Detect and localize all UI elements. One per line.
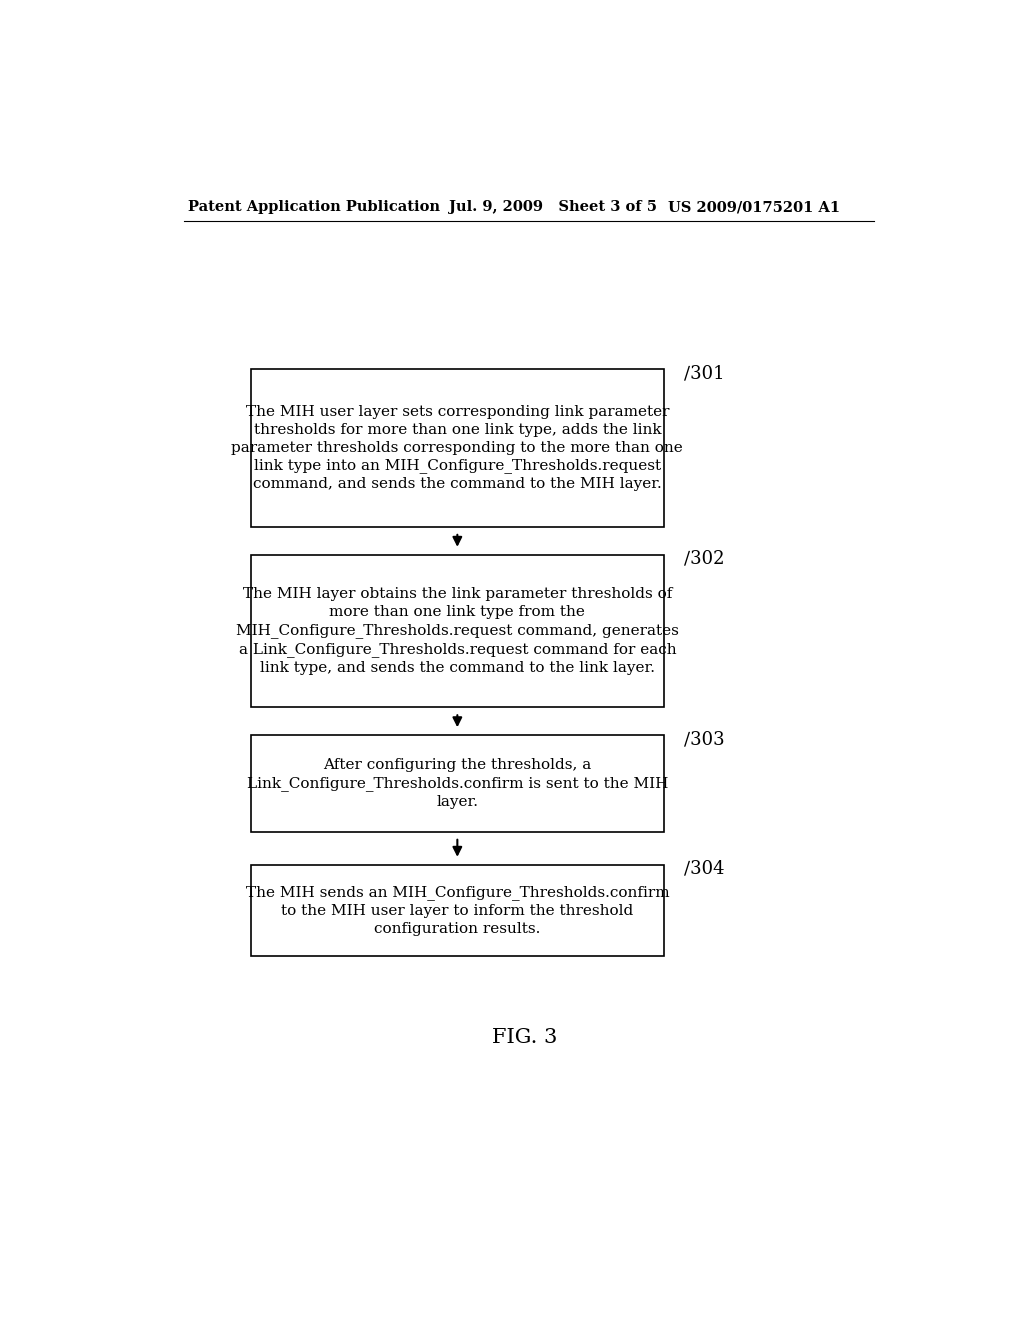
Text: ∕304: ∕304: [684, 859, 724, 878]
Bar: [251, 370, 664, 527]
Bar: [251, 735, 664, 832]
Text: The MIH layer obtains the link parameter thresholds of
more than one link type f: The MIH layer obtains the link parameter…: [236, 587, 679, 675]
Text: The MIH user layer sets corresponding link parameter
thresholds for more than on: The MIH user layer sets corresponding li…: [231, 405, 683, 491]
Bar: [251, 865, 664, 956]
Bar: [251, 554, 664, 708]
Text: Patent Application Publication: Patent Application Publication: [187, 201, 439, 214]
Text: ∕303: ∕303: [684, 730, 724, 748]
Text: US 2009/0175201 A1: US 2009/0175201 A1: [668, 201, 840, 214]
Text: Jul. 9, 2009   Sheet 3 of 5: Jul. 9, 2009 Sheet 3 of 5: [450, 201, 657, 214]
Text: FIG. 3: FIG. 3: [493, 1028, 557, 1047]
Text: After configuring the thresholds, a
Link_Configure_Thresholds.confirm is sent to: After configuring the thresholds, a Link…: [247, 758, 668, 809]
Text: ∕302: ∕302: [684, 549, 724, 568]
Text: The MIH sends an MIH_Configure_Thresholds.confirm
to the MIH user layer to infor: The MIH sends an MIH_Configure_Threshold…: [246, 886, 669, 936]
Text: ∕301: ∕301: [684, 364, 724, 383]
